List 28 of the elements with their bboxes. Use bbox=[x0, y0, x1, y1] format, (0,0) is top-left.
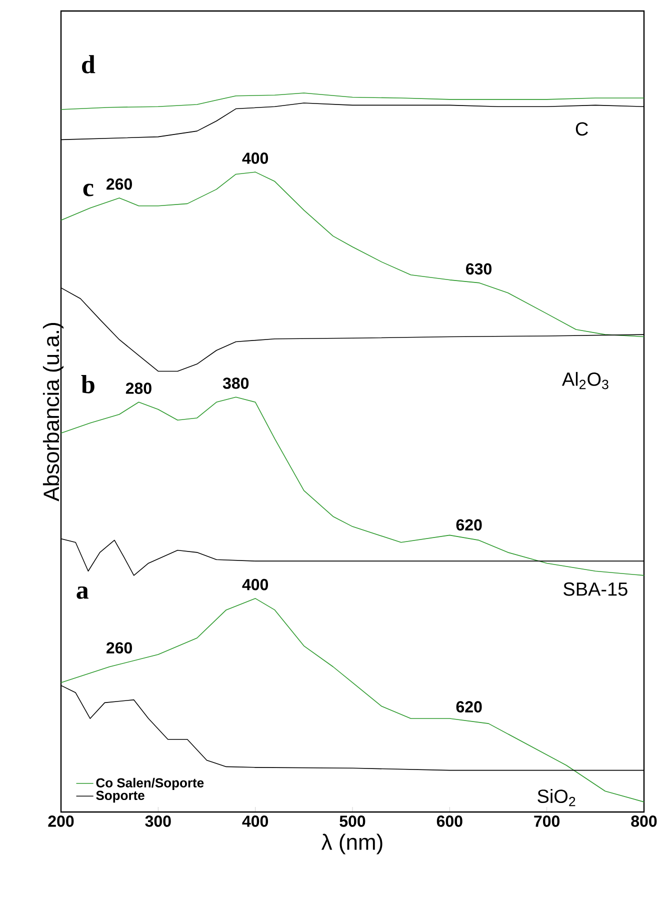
annotation: C bbox=[576, 122, 588, 136]
annotation: 400 bbox=[242, 152, 268, 164]
annotation: Al$_{2}$O$_{3}$ bbox=[562, 372, 608, 390]
annotation: SBA-15 bbox=[564, 582, 628, 596]
annotation: 380 bbox=[222, 378, 249, 389]
x-tick-label: 400 bbox=[242, 816, 268, 827]
x-tick-label: 600 bbox=[436, 816, 462, 827]
x-tick-label: 300 bbox=[145, 816, 171, 827]
x-tick-label: 200 bbox=[48, 816, 74, 827]
annotation: 260 bbox=[106, 642, 132, 654]
annotation: 620 bbox=[456, 701, 482, 712]
x-axis-title: λ (nm) bbox=[321, 834, 382, 854]
annotation: SiO$_{2}$ bbox=[538, 789, 576, 806]
annotation: 260 bbox=[106, 178, 132, 190]
text: d bbox=[82, 55, 96, 74]
annotation: 280 bbox=[126, 382, 152, 394]
annotation: 630 bbox=[466, 263, 492, 275]
x-tick-label: 800 bbox=[631, 816, 657, 827]
annotation: 400 bbox=[242, 578, 268, 590]
x-tick-label: 700 bbox=[534, 816, 560, 827]
annotation: b bbox=[81, 375, 94, 394]
y-axis-title: Absorbancia (u.a.) bbox=[42, 323, 64, 502]
legend-label: Soporte bbox=[96, 790, 144, 803]
x-tick-label: 500 bbox=[340, 816, 366, 827]
legend-label: Co Salen/Soporte bbox=[96, 778, 204, 790]
annotation: c bbox=[83, 184, 94, 196]
annotation: 620 bbox=[456, 519, 482, 531]
annotation: a bbox=[76, 586, 88, 599]
